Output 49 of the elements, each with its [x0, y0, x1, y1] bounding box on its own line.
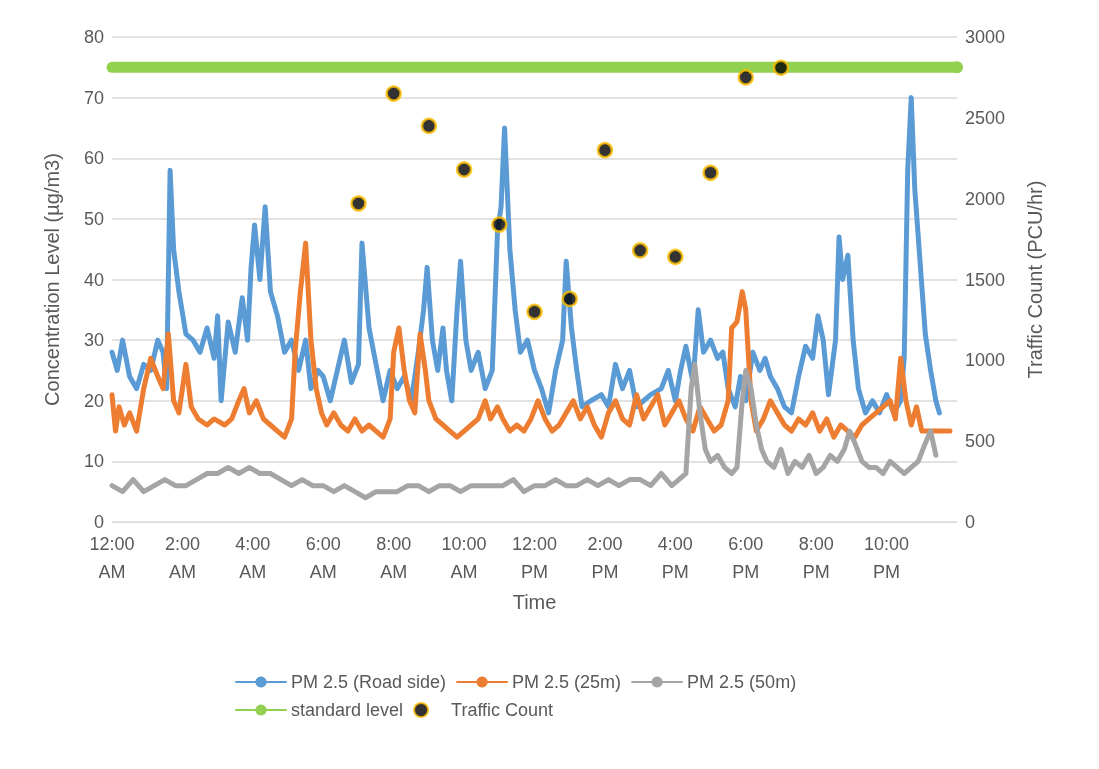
legend-label: PM 2.5 (50m)	[687, 672, 797, 692]
legend-label: standard level	[291, 700, 404, 720]
x-tick-label: 4:00 AM	[235, 534, 271, 582]
y-tick-label: 20	[83, 390, 104, 411]
y-axis-title: Concentration Level (µg/m3)	[41, 153, 63, 406]
y2-tick-label: 500	[965, 431, 996, 452]
y-tick-label: 60	[83, 148, 104, 169]
legend-label: PM 2.5 (25m)	[512, 672, 622, 692]
point	[702, 164, 719, 182]
point	[667, 248, 684, 266]
y2-tick-label: 3000	[965, 27, 1006, 47]
x-tick-label: 10:00 PM	[864, 534, 910, 582]
x-tick-label: 8:00 AM	[376, 534, 412, 582]
point	[350, 195, 367, 212]
point	[561, 290, 578, 308]
y-tick-label: 10	[83, 451, 104, 472]
point	[526, 303, 543, 321]
y-tick-label: 70	[83, 87, 104, 108]
x-tick-label: 2:00 AM	[164, 534, 200, 582]
point	[491, 216, 508, 233]
y2-tick-label: 1500	[965, 269, 1006, 290]
x-tick-label: 8:00 PM	[798, 534, 834, 582]
x-tick-label: 4:00 PM	[657, 534, 693, 582]
x-tick-label: 2:00 PM	[587, 534, 623, 582]
point	[772, 59, 790, 76]
legend-label: PM 2.5 (Road side)	[291, 672, 447, 692]
y2-tick-label: 0	[965, 512, 976, 532]
point	[420, 117, 438, 135]
y2-tick-label: 1000	[965, 350, 1006, 371]
x-tick-label: 6:00 PM	[728, 534, 764, 582]
y-tick-label: 30	[83, 330, 104, 351]
point	[737, 69, 754, 86]
y-tick-label: 0	[93, 512, 104, 532]
legend-label: Traffic Count	[451, 700, 554, 720]
x-tick-label: 12:00 PM	[511, 534, 558, 582]
y2-tick-label: 2500	[965, 107, 1006, 128]
y-tick-label: 40	[83, 269, 104, 290]
y2-tick-label: 2000	[965, 188, 1006, 209]
point	[385, 85, 402, 102]
y-tick-label: 80	[83, 27, 104, 47]
point	[455, 161, 473, 178]
x-tick-label: 10:00 AM	[441, 534, 487, 582]
point	[596, 141, 614, 159]
x-axis-title: Time	[512, 591, 557, 613]
x-tick-label: 6:00 AM	[305, 534, 341, 582]
x-tick-label: 12:00 AM	[89, 534, 135, 582]
y-tick-label: 50	[83, 208, 104, 229]
y2-axis-title: Traffic Count (PCU/hr)	[1024, 180, 1046, 379]
point	[631, 242, 649, 259]
